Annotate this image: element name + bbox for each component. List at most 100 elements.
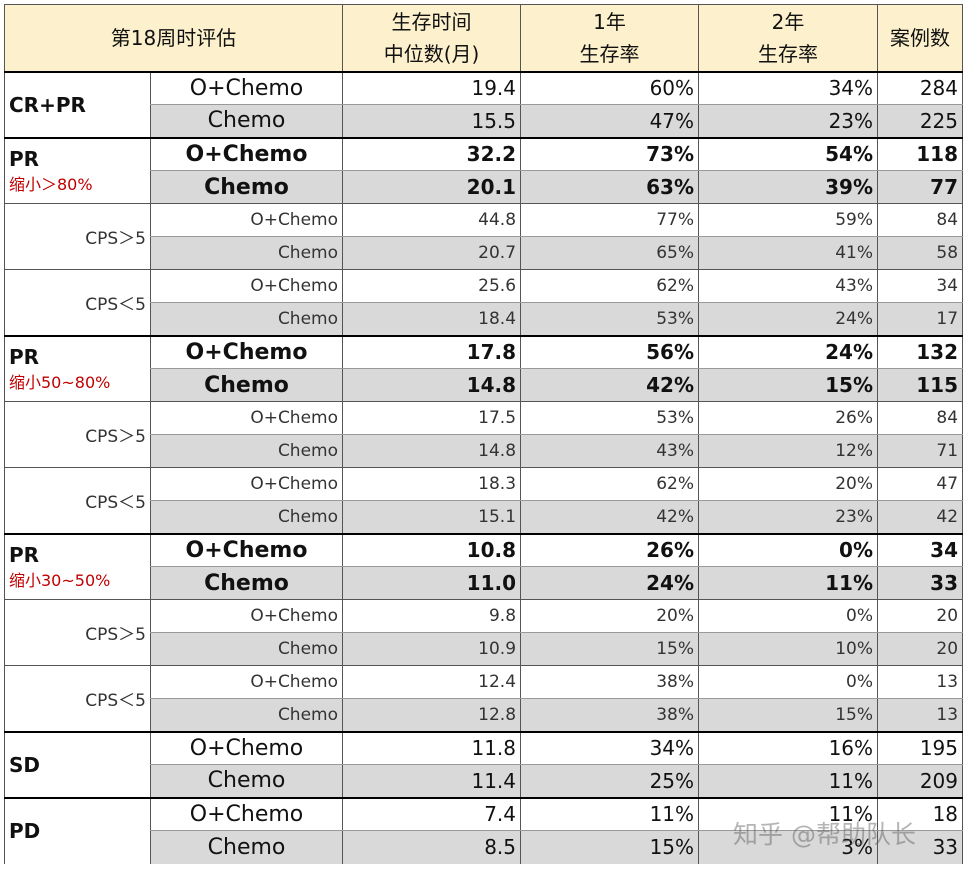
- group-label: CR+PR: [9, 92, 86, 117]
- arm-cell: O+Chemo: [149, 203, 343, 237]
- watermark: 知乎 @帮助队长: [733, 820, 916, 849]
- n-cell: 20: [877, 599, 964, 633]
- median-cell: 20.1: [342, 170, 522, 204]
- arm-cell: O+Chemo: [149, 136, 343, 171]
- n-cell: 58: [877, 236, 964, 270]
- table-row: CPS＜5 O+Chemo 25.6 62% 43% 34: [4, 269, 964, 336]
- arm-cell: Chemo: [149, 368, 343, 402]
- table-body: CR+PR O+Chemo 19.4 60% 34% 284 Chemo 15.5 47% 23%…: [4, 70, 964, 864]
- y1-cell: 15%: [520, 830, 700, 864]
- arm-cell: Chemo: [149, 566, 343, 600]
- arm-cell: O+Chemo: [149, 467, 343, 501]
- table-row: Chemo 20.1 63% 39% 77: [5, 170, 964, 204]
- median-cell: 20.7: [342, 236, 522, 270]
- table-row: PR 缩小50~80% O+Chemo 17.8 56% 24% 132: [4, 334, 964, 402]
- median-cell: 25.6: [342, 269, 522, 303]
- y1-cell: 42%: [520, 500, 700, 534]
- median-cell: 15.1: [342, 500, 522, 534]
- median-cell: 12.8: [342, 698, 522, 732]
- y2-cell: 23%: [698, 500, 879, 534]
- y1-cell: 43%: [520, 434, 700, 468]
- table-row: CPS＜5 O+Chemo 18.3 62% 20% 47: [4, 467, 964, 534]
- group-cell: PD: [4, 796, 151, 864]
- arm-cell: O+Chemo: [149, 599, 343, 633]
- y2-cell: 26%: [698, 401, 879, 435]
- n-cell: 13: [877, 698, 964, 732]
- group-label: PR: [9, 344, 40, 369]
- median-cell: 9.8: [342, 599, 522, 633]
- median-cell: 32.2: [342, 136, 522, 171]
- arm-cell: Chemo: [149, 302, 343, 336]
- n-cell: 33: [877, 566, 964, 600]
- table-row: Chemo 10.9 15% 10% 20: [5, 632, 964, 666]
- table-row: Chemo 11.4 25% 11% 209: [5, 764, 964, 798]
- y1-cell: 42%: [520, 368, 700, 402]
- table-row: Chemo 14.8 43% 12% 71: [5, 434, 964, 468]
- group-label: CPS＜5: [85, 492, 146, 513]
- header-cell: 1年 生存率: [520, 4, 700, 73]
- table-row: SD O+Chemo 11.8 34% 16% 195: [4, 730, 964, 798]
- y2-cell: 41%: [698, 236, 879, 270]
- y1-cell: 20%: [520, 599, 700, 633]
- y2-cell: 39%: [698, 170, 879, 204]
- table-row: PR 缩小＞80% O+Chemo 32.2 73% 54% 118: [4, 136, 964, 204]
- group-cell: SD: [4, 730, 151, 798]
- y1-cell: 38%: [520, 665, 700, 699]
- n-cell: 34: [877, 532, 964, 567]
- arm-cell: O+Chemo: [149, 401, 343, 435]
- n-cell: 77: [877, 170, 964, 204]
- y2-cell: 11%: [698, 764, 879, 798]
- arm-cell: O+Chemo: [149, 532, 343, 567]
- header-line: 生存率: [579, 41, 640, 66]
- group-cell: CR+PR: [4, 70, 151, 138]
- group-cell: CPS＜5: [4, 269, 151, 336]
- n-cell: 33: [877, 830, 964, 864]
- group-note: 缩小30~50%: [9, 570, 111, 590]
- group-label: PR: [9, 542, 40, 567]
- group-note: 缩小＞80%: [9, 174, 93, 194]
- arm-cell: Chemo: [149, 500, 343, 534]
- y2-cell: 54%: [698, 136, 879, 171]
- header-line: 生存时间: [391, 9, 472, 34]
- y1-cell: 34%: [520, 730, 700, 765]
- y1-cell: 77%: [520, 203, 700, 237]
- y1-cell: 62%: [520, 269, 700, 303]
- table-row: CPS＜5 O+Chemo 12.4 38% 0% 13: [4, 665, 964, 732]
- arm-cell: Chemo: [149, 104, 343, 138]
- n-cell: 284: [877, 70, 964, 105]
- table-row: Chemo 18.4 53% 24% 17: [5, 302, 964, 336]
- y2-cell: 23%: [698, 104, 879, 138]
- y1-cell: 25%: [520, 764, 700, 798]
- n-cell: 42: [877, 500, 964, 534]
- header-line: 中位数(月): [383, 41, 480, 66]
- table-row: Chemo 20.7 65% 41% 58: [5, 236, 964, 270]
- arm-cell: Chemo: [149, 236, 343, 270]
- n-cell: 115: [877, 368, 964, 402]
- table-row: CR+PR O+Chemo 19.4 60% 34% 284: [4, 70, 964, 138]
- median-cell: 12.4: [342, 665, 522, 699]
- y2-cell: 0%: [698, 665, 879, 699]
- n-cell: 84: [877, 401, 964, 435]
- header-row: 第18周时评估 生存时间 中位数(月) 1年 生存率 2年 生存率 案例数: [3, 4, 964, 73]
- median-cell: 14.8: [342, 368, 522, 402]
- n-cell: 13: [877, 665, 964, 699]
- group-cell: CPS＜5: [4, 665, 151, 732]
- y1-cell: 26%: [520, 532, 700, 567]
- group-label: CPS＜5: [85, 294, 146, 315]
- median-cell: 10.8: [342, 532, 522, 567]
- table-row: PR 缩小30~50% O+Chemo 10.8 26% 0% 34: [4, 532, 964, 600]
- n-cell: 209: [877, 764, 964, 798]
- n-cell: 225: [877, 104, 964, 138]
- group-cell: CPS＞5: [4, 401, 151, 468]
- header-cell: 案例数: [877, 4, 964, 73]
- table-row: Chemo 8.5 15% 3% 33: [5, 830, 964, 864]
- group-label: CPS＞5: [85, 427, 146, 447]
- group-cell: PR 缩小＞80%: [4, 136, 151, 204]
- y1-cell: 56%: [520, 334, 700, 369]
- arm-cell: Chemo: [149, 764, 343, 798]
- arm-cell: O+Chemo: [149, 665, 343, 699]
- median-cell: 18.3: [342, 467, 522, 501]
- y1-cell: 60%: [520, 70, 700, 105]
- y2-cell: 16%: [698, 730, 879, 765]
